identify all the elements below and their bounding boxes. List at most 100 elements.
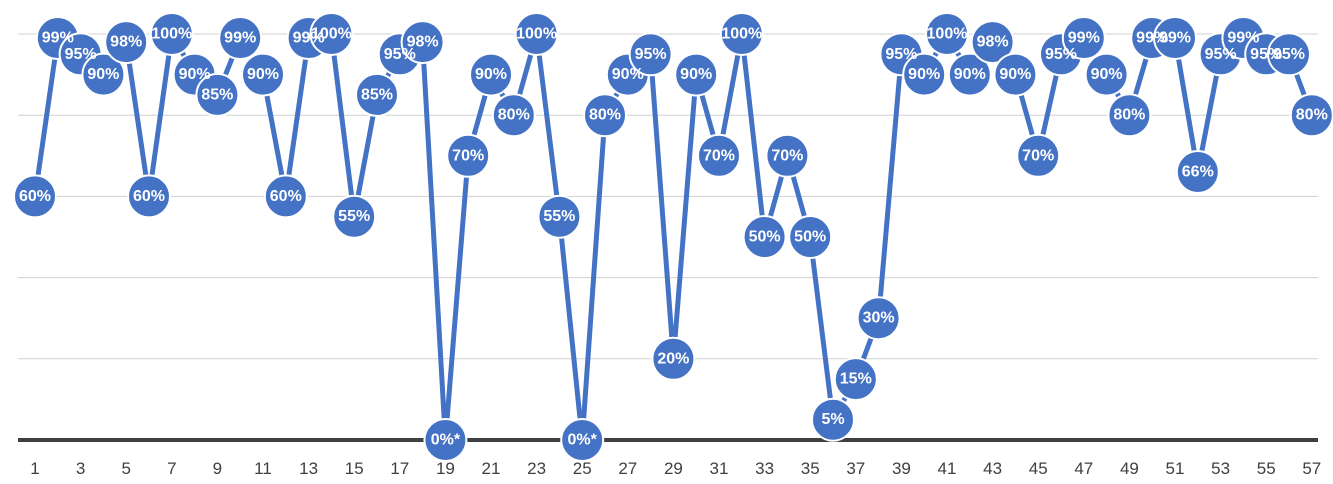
data-label: 95% [1250,46,1282,63]
x-tick-label: 55 [1257,459,1276,478]
x-tick-label: 43 [983,459,1002,478]
data-point [355,72,399,117]
data-label: 30% [863,310,895,327]
data-label: 95% [885,46,917,63]
data-label: 0%* [431,432,461,449]
data-label: 99% [293,30,325,47]
data-point [13,174,57,219]
data-point [149,12,194,56]
data-label: 15% [840,371,872,388]
data-point [309,12,354,56]
data-label: 70% [452,147,484,164]
data-label: 100% [311,26,352,43]
x-tick-label: 51 [1166,459,1185,478]
data-point [1153,16,1197,61]
x-tick-label: 13 [299,459,318,478]
data-label: 70% [771,147,803,164]
data-label: 95% [635,46,667,63]
data-point [263,174,308,219]
data-point [811,397,855,442]
data-point [1107,93,1152,138]
data-label: 90% [1091,66,1123,83]
data-label: 80% [1113,107,1145,124]
data-label: 90% [612,66,644,83]
data-label: 99% [1136,30,1168,47]
data-point [1267,32,1311,77]
data-label: 80% [589,107,621,124]
data-label: 95% [1045,46,1077,63]
x-tick-label: 21 [482,459,501,478]
data-point [970,20,1015,65]
data-label: 99% [1068,30,1100,47]
x-tick-label: 25 [573,459,592,478]
x-tick-label: 53 [1211,459,1230,478]
x-tick-label: 47 [1074,459,1093,478]
data-label: 95% [384,46,416,63]
data-point [218,16,263,61]
x-tick-label: 35 [801,459,820,478]
x-tick-label: 9 [213,459,222,478]
data-point [742,215,787,259]
data-label: 85% [201,86,233,103]
x-tick-label: 11 [254,459,272,478]
data-label: 0%* [568,432,598,449]
data-label: 99% [42,30,74,47]
data-label: 66% [1182,164,1214,181]
x-tick-label: 49 [1120,459,1139,478]
x-tick-label: 33 [755,459,774,478]
data-label: 60% [270,188,302,205]
data-label: 70% [1022,147,1054,164]
data-point [674,52,719,97]
data-label: 70% [703,147,735,164]
data-label: 100% [151,26,192,43]
data-label: 100% [721,26,762,43]
x-tick-label: 27 [618,459,637,478]
data-point [195,72,240,117]
data-label: 98% [407,34,439,51]
data-label: 98% [110,34,142,51]
data-label: 90% [475,66,507,83]
data-point [491,93,536,138]
data-label: 90% [908,66,940,83]
data-label: 90% [680,66,712,83]
data-point [423,418,468,462]
data-label: 90% [999,66,1031,83]
data-label: 98% [977,34,1009,51]
data-point [856,296,901,341]
data-label: 95% [1205,46,1237,63]
data-point [537,194,582,239]
data-label: 100% [516,26,557,43]
data-point [469,52,513,97]
data-label: 55% [338,208,370,225]
x-tick-label: 39 [892,459,911,478]
data-point [719,12,764,56]
data-point [560,418,605,462]
x-tick-label: 1 [30,459,39,478]
data-point [1016,133,1061,178]
data-label: 55% [543,208,575,225]
data-label: 85% [361,86,393,103]
data-point [104,20,149,65]
data-label: 95% [1273,46,1305,63]
data-label: 99% [1159,30,1191,47]
data-label: 50% [749,229,781,246]
x-tick-label: 17 [390,459,409,478]
data-point [1084,52,1129,97]
data-label: 60% [19,188,51,205]
x-tick-label: 37 [846,459,865,478]
data-point [583,93,627,138]
data-point [902,52,947,97]
data-label: 100% [927,26,968,43]
data-point [1061,16,1106,61]
data-label: 50% [794,229,826,246]
data-point [788,215,833,259]
data-point [241,52,285,97]
data-point [446,133,491,178]
data-label: 90% [954,66,986,83]
data-point [1175,150,1220,195]
data-label: 5% [821,411,844,428]
data-label: 20% [657,350,689,367]
x-tick-label: 41 [938,459,957,478]
